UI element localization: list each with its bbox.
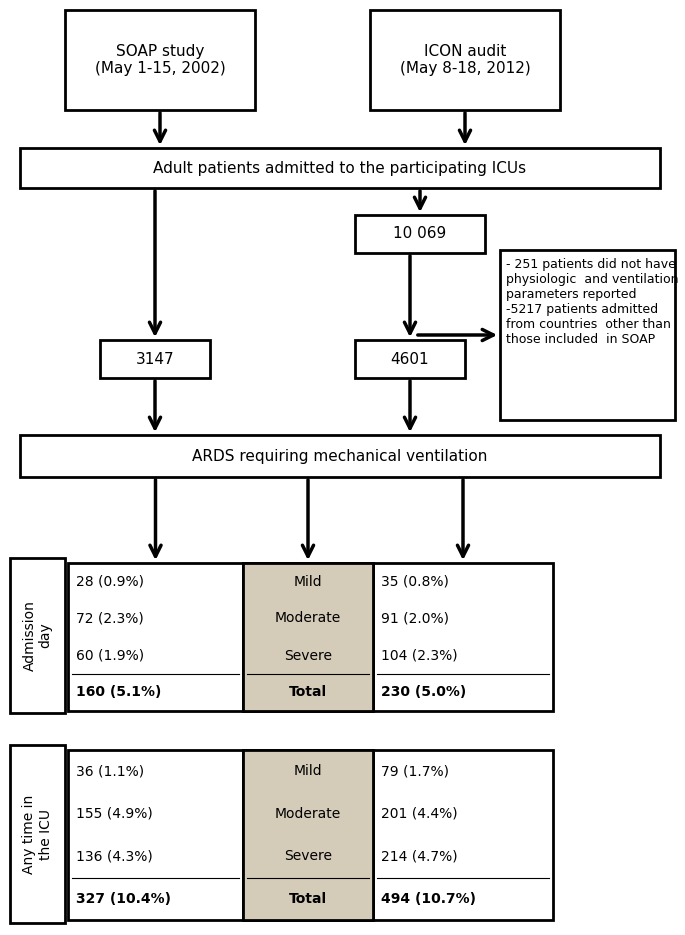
Bar — [68, 750, 243, 920]
Bar — [243, 563, 373, 711]
Bar — [65, 10, 255, 110]
Bar — [20, 148, 660, 188]
Text: 494 (10.7%): 494 (10.7%) — [381, 892, 476, 906]
Bar — [243, 563, 373, 711]
Text: 136 (4.3%): 136 (4.3%) — [76, 849, 153, 863]
Text: ARDS requiring mechanical ventilation: ARDS requiring mechanical ventilation — [192, 449, 488, 464]
Text: 60 (1.9%): 60 (1.9%) — [76, 649, 144, 663]
Text: 4601: 4601 — [390, 352, 429, 367]
Bar — [373, 750, 553, 920]
Bar — [355, 340, 465, 378]
Text: Moderate: Moderate — [275, 807, 341, 821]
Bar — [500, 250, 675, 420]
Bar — [243, 750, 373, 920]
Text: 214 (4.7%): 214 (4.7%) — [381, 849, 458, 863]
Text: 201 (4.4%): 201 (4.4%) — [381, 807, 458, 821]
Text: 160 (5.1%): 160 (5.1%) — [76, 685, 162, 699]
Text: Admission
day: Admission day — [23, 600, 53, 671]
Text: 155 (4.9%): 155 (4.9%) — [76, 807, 153, 821]
Text: 3147: 3147 — [136, 352, 174, 367]
Text: Mild: Mild — [294, 764, 323, 778]
Text: Mild: Mild — [294, 574, 323, 588]
Text: 327 (10.4%): 327 (10.4%) — [76, 892, 171, 906]
Bar — [100, 340, 210, 378]
Text: 10 069: 10 069 — [393, 226, 447, 241]
Text: - 251 patients did not have
physiologic  and ventilation
parameters reported
-52: - 251 patients did not have physiologic … — [506, 258, 679, 346]
Text: 79 (1.7%): 79 (1.7%) — [381, 764, 449, 778]
Bar — [243, 750, 373, 920]
Text: Total: Total — [289, 685, 327, 699]
Bar — [10, 745, 65, 923]
Text: 35 (0.8%): 35 (0.8%) — [381, 574, 449, 588]
Text: 230 (5.0%): 230 (5.0%) — [381, 685, 466, 699]
Text: 72 (2.3%): 72 (2.3%) — [76, 611, 144, 626]
Text: Adult patients admitted to the participating ICUs: Adult patients admitted to the participa… — [153, 161, 527, 176]
Bar — [370, 10, 560, 110]
Text: 104 (2.3%): 104 (2.3%) — [381, 649, 458, 663]
Bar — [10, 558, 65, 713]
Bar — [68, 563, 243, 711]
Text: SOAP study
(May 1-15, 2002): SOAP study (May 1-15, 2002) — [95, 44, 225, 76]
Text: Any time in
the ICU: Any time in the ICU — [23, 795, 53, 873]
Text: Severe: Severe — [284, 849, 332, 863]
Text: Severe: Severe — [284, 649, 332, 663]
Text: Moderate: Moderate — [275, 611, 341, 626]
Text: Total: Total — [289, 892, 327, 906]
Text: ICON audit
(May 8-18, 2012): ICON audit (May 8-18, 2012) — [399, 44, 530, 76]
Bar — [20, 435, 660, 477]
Text: 28 (0.9%): 28 (0.9%) — [76, 574, 144, 588]
Bar — [373, 563, 553, 711]
Bar — [355, 215, 485, 253]
Text: 91 (2.0%): 91 (2.0%) — [381, 611, 449, 626]
Text: 36 (1.1%): 36 (1.1%) — [76, 764, 144, 778]
